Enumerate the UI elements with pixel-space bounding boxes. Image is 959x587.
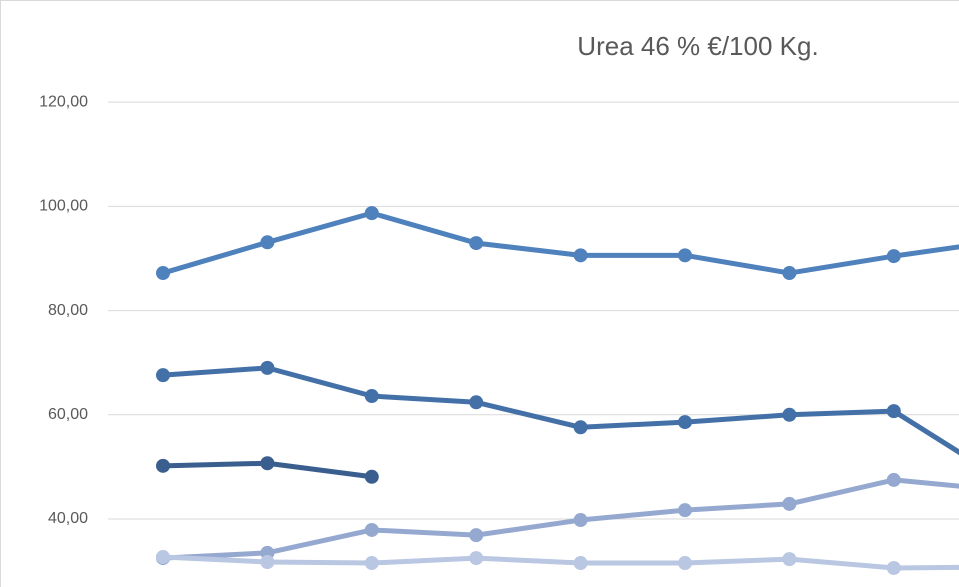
data-point (260, 554, 275, 569)
data-point (678, 503, 692, 518)
data-point (886, 249, 901, 264)
chart-title: Urea 46 % €/100 Kg. (577, 31, 818, 61)
data-point (364, 206, 379, 221)
data-point (678, 415, 692, 430)
data-point (260, 360, 275, 375)
data-point (469, 528, 484, 543)
y-tick-label: 60,00 (48, 406, 88, 423)
data-point (782, 552, 797, 567)
data-point (469, 236, 484, 251)
data-point (156, 550, 170, 565)
data-point (469, 551, 484, 566)
data-point (886, 404, 901, 419)
y-tick-label: 80,00 (48, 302, 88, 319)
data-point (886, 560, 901, 575)
data-point (782, 496, 797, 511)
data-point (156, 458, 170, 473)
y-tick-label: 100,00 (39, 198, 88, 215)
data-point (156, 368, 170, 383)
data-point (573, 556, 588, 571)
data-point (260, 456, 275, 471)
data-point (469, 395, 484, 410)
data-point (782, 407, 797, 422)
y-tick-label: 40,00 (48, 510, 88, 527)
data-point (573, 420, 588, 435)
data-point (364, 389, 379, 404)
data-point (573, 513, 588, 528)
data-point (364, 556, 379, 571)
data-point (886, 472, 901, 487)
data-point (260, 235, 275, 250)
data-point (573, 248, 588, 263)
data-point (364, 522, 379, 537)
y-tick-label: 120,00 (39, 93, 88, 110)
data-point (782, 266, 797, 281)
plot-area (108, 101, 959, 575)
data-point (364, 469, 379, 484)
data-point (678, 248, 692, 263)
data-point (678, 556, 692, 571)
data-point (156, 266, 170, 281)
